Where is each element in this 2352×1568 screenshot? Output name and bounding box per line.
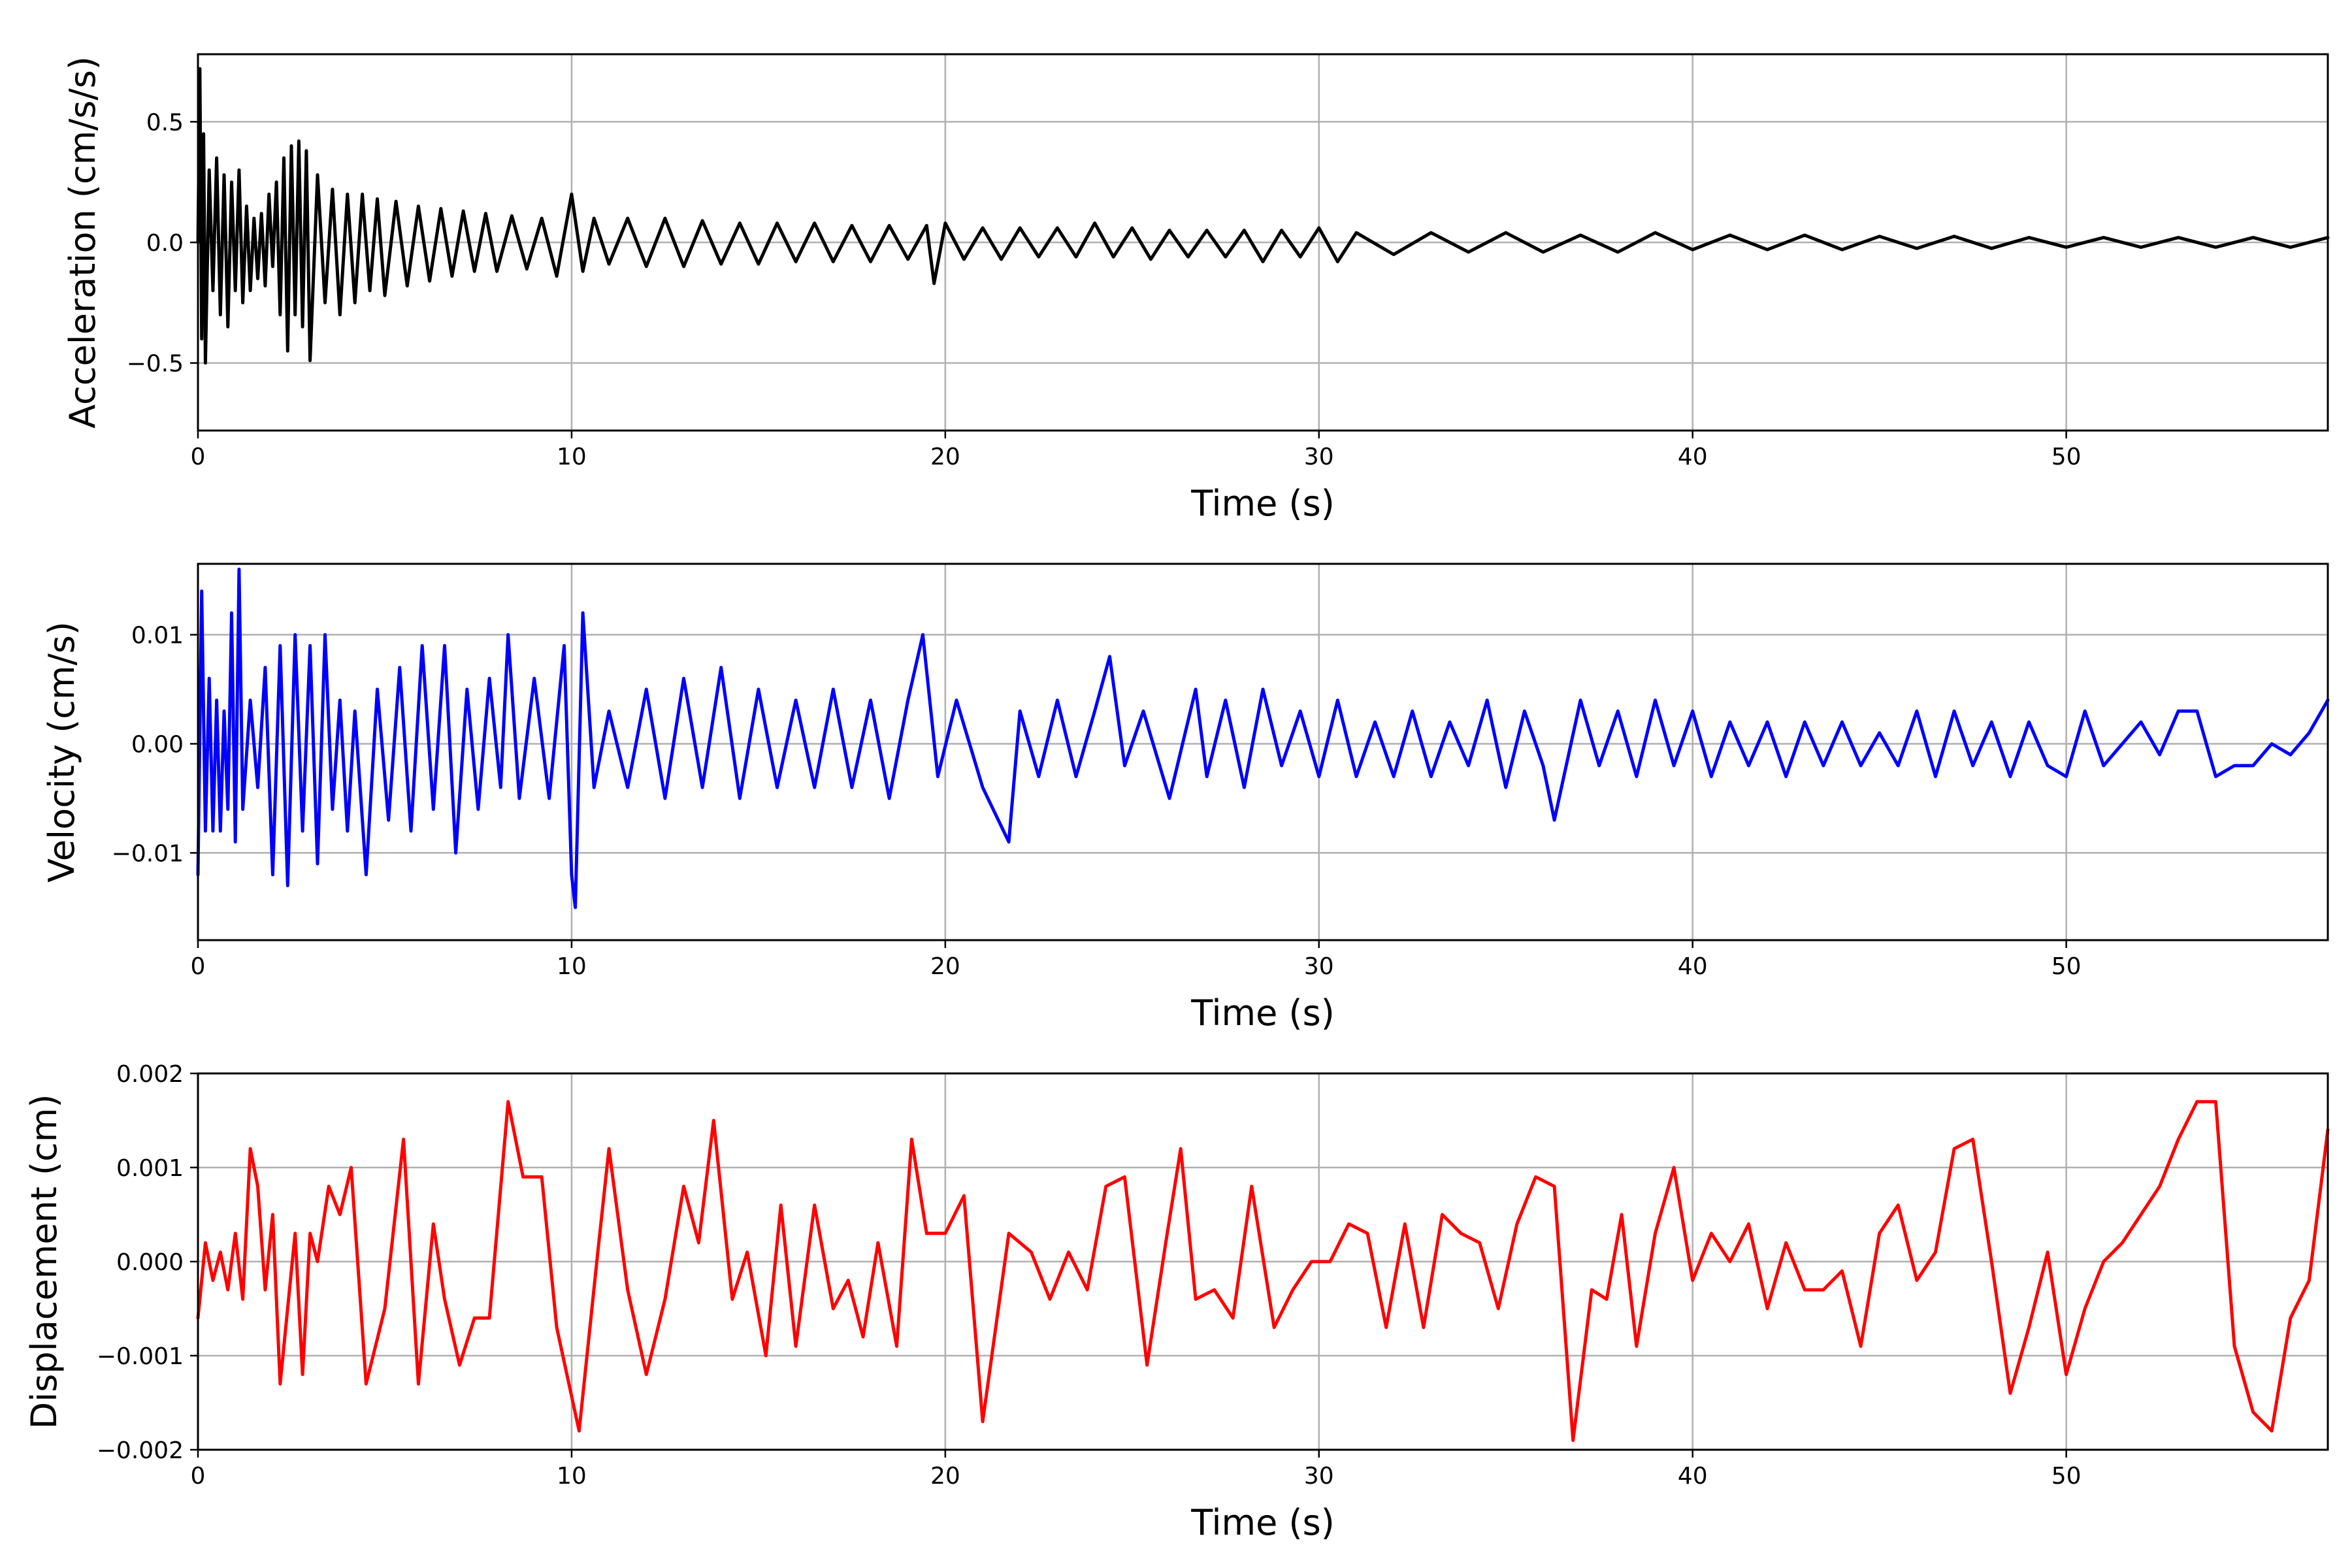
displacement-y-tick-label: −0.001: [97, 1343, 184, 1370]
acceleration-x-tick-label: 10: [557, 444, 587, 470]
displacement-series: [196, 1100, 2330, 1443]
acceleration-series: [196, 67, 2330, 365]
velocity-axes-frame: [197, 563, 2329, 941]
velocity-x-tick-label: 20: [930, 953, 960, 980]
acceleration-panel: 0 10 20 30 40 50 −0.5 0.0 0.5 Time (s) Accelerat…: [62, 53, 2330, 524]
acceleration-line: [196, 67, 2330, 365]
displacement-ticks: 0 10 20 30 40 50 −0.002 −0.001 0.000 0.001 0.002: [97, 1061, 2082, 1490]
displacement-x-tick-label: 20: [930, 1463, 960, 1490]
displacement-y-tick-label: −0.002: [97, 1437, 184, 1464]
displacement-line: [196, 1100, 2330, 1443]
acceleration-y-axis-label: Acceleration (cm/s/s): [62, 56, 103, 429]
displacement-y-axis-label: Displacement (cm): [24, 1094, 65, 1429]
velocity-x-tick-label: 10: [557, 953, 587, 980]
velocity-x-tick-label: 0: [191, 953, 206, 980]
velocity-y-tick-label: 0.01: [131, 623, 184, 649]
acceleration-y-tick-label: 0.0: [146, 230, 184, 257]
displacement-y-tick-label: 0.001: [116, 1155, 184, 1182]
displacement-x-axis-label: Time (s): [1190, 1502, 1335, 1543]
displacement-x-tick-label: 50: [2051, 1463, 2082, 1490]
velocity-x-axis-label: Time (s): [1190, 992, 1335, 1034]
acceleration-y-tick-label: −0.5: [127, 351, 184, 378]
acceleration-y-tick-label: 0.5: [146, 109, 184, 136]
acceleration-x-tick-label: 40: [1678, 444, 1708, 470]
velocity-panel: 0 10 20 30 40 50 −0.01 0.00 0.01 Time (s) Veloci…: [41, 563, 2330, 1034]
acceleration-x-tick-label: 30: [1304, 444, 1334, 470]
displacement-x-tick-label: 10: [557, 1463, 587, 1490]
acceleration-x-tick-label: 0: [191, 444, 206, 470]
displacement-x-tick-label: 0: [191, 1463, 206, 1490]
acceleration-ticks: 0 10 20 30 40 50 −0.5 0.0 0.5: [127, 109, 2082, 470]
velocity-ticks: 0 10 20 30 40 50 −0.01 0.00 0.01: [112, 623, 2082, 980]
velocity-line: [196, 567, 2330, 909]
velocity-series: [196, 567, 2330, 909]
displacement-y-tick-label: 0.002: [116, 1061, 184, 1088]
acceleration-x-tick-label: 20: [930, 444, 960, 470]
acceleration-x-axis-label: Time (s): [1190, 483, 1335, 524]
displacement-x-tick-label: 30: [1304, 1463, 1334, 1490]
velocity-x-tick-label: 30: [1304, 953, 1334, 980]
velocity-x-tick-label: 40: [1678, 953, 1708, 980]
velocity-x-tick-label: 50: [2051, 953, 2082, 980]
velocity-y-tick-label: −0.01: [112, 840, 184, 867]
displacement-panel: 0 10 20 30 40 50 −0.002 −0.001 0.000 0.001 0.002 T…: [24, 1061, 2330, 1543]
velocity-y-axis-label: Velocity (cm/s): [41, 621, 82, 883]
velocity-y-tick-label: 0.00: [131, 731, 184, 758]
displacement-x-tick-label: 40: [1678, 1463, 1708, 1490]
displacement-y-tick-label: 0.000: [116, 1249, 184, 1276]
acceleration-x-tick-label: 50: [2051, 444, 2082, 470]
